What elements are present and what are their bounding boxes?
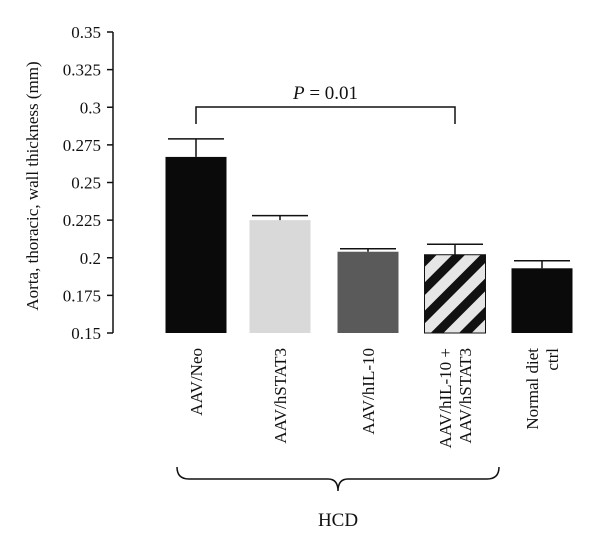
bar xyxy=(424,254,486,334)
bar xyxy=(165,156,227,333)
bar xyxy=(249,220,311,333)
y-tick-label: 0.15 xyxy=(71,324,101,343)
bar xyxy=(337,251,399,333)
y-tick-label: 0.325 xyxy=(63,61,101,80)
category-label-line: AAV/Neo xyxy=(187,348,206,416)
category-label-line: ctrl xyxy=(543,348,562,371)
p-value-symbol: P xyxy=(292,83,305,104)
y-tick-label: 0.35 xyxy=(71,23,101,42)
category-label-line: AAV/hIL-10 xyxy=(359,348,378,435)
category-label-line: Normal diet xyxy=(523,348,542,430)
bar xyxy=(511,268,573,333)
category-label: AAV/hIL-10 +AAV/hSTAT3 xyxy=(436,348,475,448)
annotations: P = 0.01 HCD xyxy=(176,83,500,531)
y-tick-label: 0.3 xyxy=(80,98,101,117)
p-value-label: P = 0.01 xyxy=(292,83,358,104)
y-tick-label: 0.25 xyxy=(71,174,101,193)
category-label: AAV/Neo xyxy=(187,348,206,416)
category-label-line: AAV/hSTAT3 xyxy=(271,348,290,444)
error-bars xyxy=(168,138,570,269)
category-label: AAV/hIL-10 xyxy=(359,348,378,435)
y-tick-label: 0.275 xyxy=(63,136,101,155)
y-tick-label: 0.175 xyxy=(63,286,101,305)
category-label-line: AAV/hIL-10 + xyxy=(436,348,455,448)
category-label: AAV/hSTAT3 xyxy=(271,348,290,444)
y-axis-title: Aorta, thoracic, wall thickness (mm) xyxy=(23,61,42,310)
y-tick-label: 0.2 xyxy=(80,249,101,268)
category-label: Normal dietctrl xyxy=(523,348,562,430)
group-brace xyxy=(176,466,500,492)
category-label-line: AAV/hSTAT3 xyxy=(456,348,475,444)
significance-bracket xyxy=(195,106,456,124)
bars xyxy=(165,156,573,334)
y-tick-label: 0.225 xyxy=(63,211,101,230)
x-axis-labels: AAV/Neo AAV/hSTAT3 AAV/hIL-10 AAV/hIL-10 +A… xyxy=(187,348,562,449)
group-label: HCD xyxy=(318,510,358,531)
p-value-text: = 0.01 xyxy=(305,83,358,104)
y-axis: 0.15 0.175 0.2 0.225 0.25 0.275 0.3 0.325 0.35 xyxy=(63,23,114,343)
